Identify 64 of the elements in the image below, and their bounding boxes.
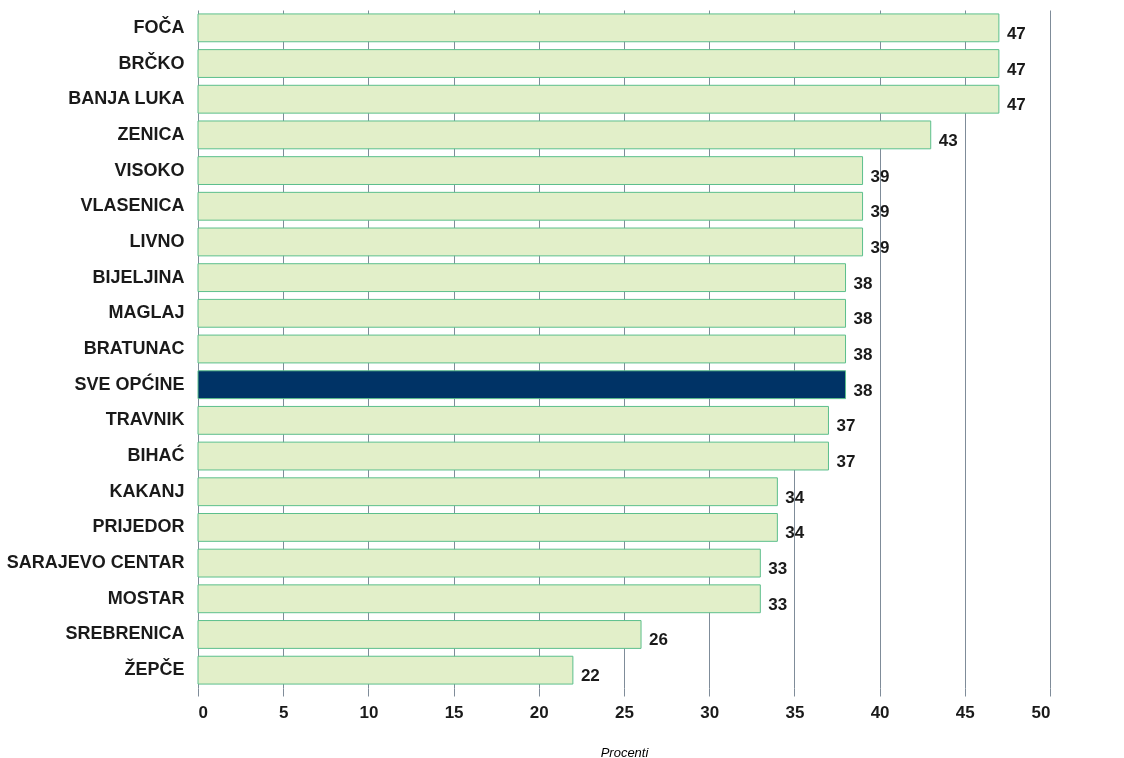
- y-tick-label: MOSTAR: [107, 587, 185, 608]
- data-label: 37: [836, 452, 856, 472]
- x-tick-label: 25: [615, 702, 634, 722]
- data-label: 47: [1006, 59, 1026, 79]
- x-axis-title: Procenti: [600, 744, 650, 758]
- y-tick-label: BANJA LUKA: [68, 88, 185, 109]
- y-tick-label: LIVNO: [129, 230, 185, 251]
- x-tick-label: 35: [785, 702, 805, 722]
- data-label: 33: [768, 594, 788, 614]
- x-tick-label: 40: [870, 702, 890, 722]
- data-label: 37: [836, 416, 856, 436]
- x-tick-label: 45: [955, 702, 975, 722]
- x-tick-label: 30: [700, 702, 720, 722]
- bar: [197, 620, 642, 649]
- y-tick-label: VLASENICA: [80, 195, 185, 216]
- y-tick-label: MAGLAJ: [108, 302, 185, 323]
- x-tick-label: 5: [278, 702, 289, 722]
- data-label: 33: [768, 559, 788, 579]
- bar: [197, 405, 829, 435]
- bar: [197, 227, 864, 257]
- bar: [197, 49, 1000, 78]
- y-tick-label: SVE OPĆINE: [74, 372, 185, 394]
- y-tick-label: BRČKO: [118, 51, 185, 73]
- bar: [197, 548, 761, 578]
- bar: [197, 477, 778, 507]
- bar: [197, 84, 1000, 114]
- bar: [197, 584, 761, 614]
- y-tick-label: ZENICA: [117, 123, 185, 144]
- y-tick-label: BRATUNAC: [83, 338, 185, 358]
- bar: [197, 370, 847, 400]
- bar: [197, 298, 847, 328]
- y-tick-label: FOČA: [133, 15, 185, 37]
- bar: [197, 13, 1000, 43]
- data-label: 26: [649, 630, 668, 650]
- data-label: 47: [1006, 23, 1026, 43]
- data-label: 22: [580, 666, 600, 686]
- x-tick-label: 10: [359, 702, 379, 722]
- x-tick-label: 0: [198, 702, 208, 722]
- bar: [197, 120, 932, 150]
- y-tick-label: KAKANJ: [109, 480, 185, 501]
- x-tick-label: 20: [529, 702, 549, 722]
- data-label: 38: [853, 273, 873, 293]
- y-tick-label: VISOKO: [114, 159, 185, 180]
- data-label: 38: [853, 309, 873, 329]
- data-label: 38: [853, 345, 873, 364]
- bar: [197, 334, 847, 364]
- x-tick-label: 50: [1031, 702, 1051, 722]
- bar: [197, 156, 864, 185]
- data-label: 43: [938, 130, 958, 150]
- y-tick-label: SARAJEVO CENTAR: [6, 552, 185, 573]
- y-tick-label: ŽEPČE: [124, 658, 185, 680]
- bar: [197, 655, 574, 685]
- x-tick-label: 15: [444, 702, 464, 722]
- bar: [197, 441, 829, 471]
- data-label: 47: [1006, 95, 1026, 115]
- y-tick-label: BIJELJINA: [92, 266, 185, 287]
- y-tick-label: SREBRENICA: [65, 623, 185, 644]
- bar: [197, 513, 778, 542]
- data-label: 38: [853, 380, 873, 400]
- bar: [197, 191, 864, 221]
- y-tick-label: TRAVNIK: [105, 409, 185, 430]
- bar: [197, 263, 847, 293]
- y-tick-label: BIHAĆ: [127, 444, 185, 466]
- y-tick-label: PRIJEDOR: [92, 516, 185, 537]
